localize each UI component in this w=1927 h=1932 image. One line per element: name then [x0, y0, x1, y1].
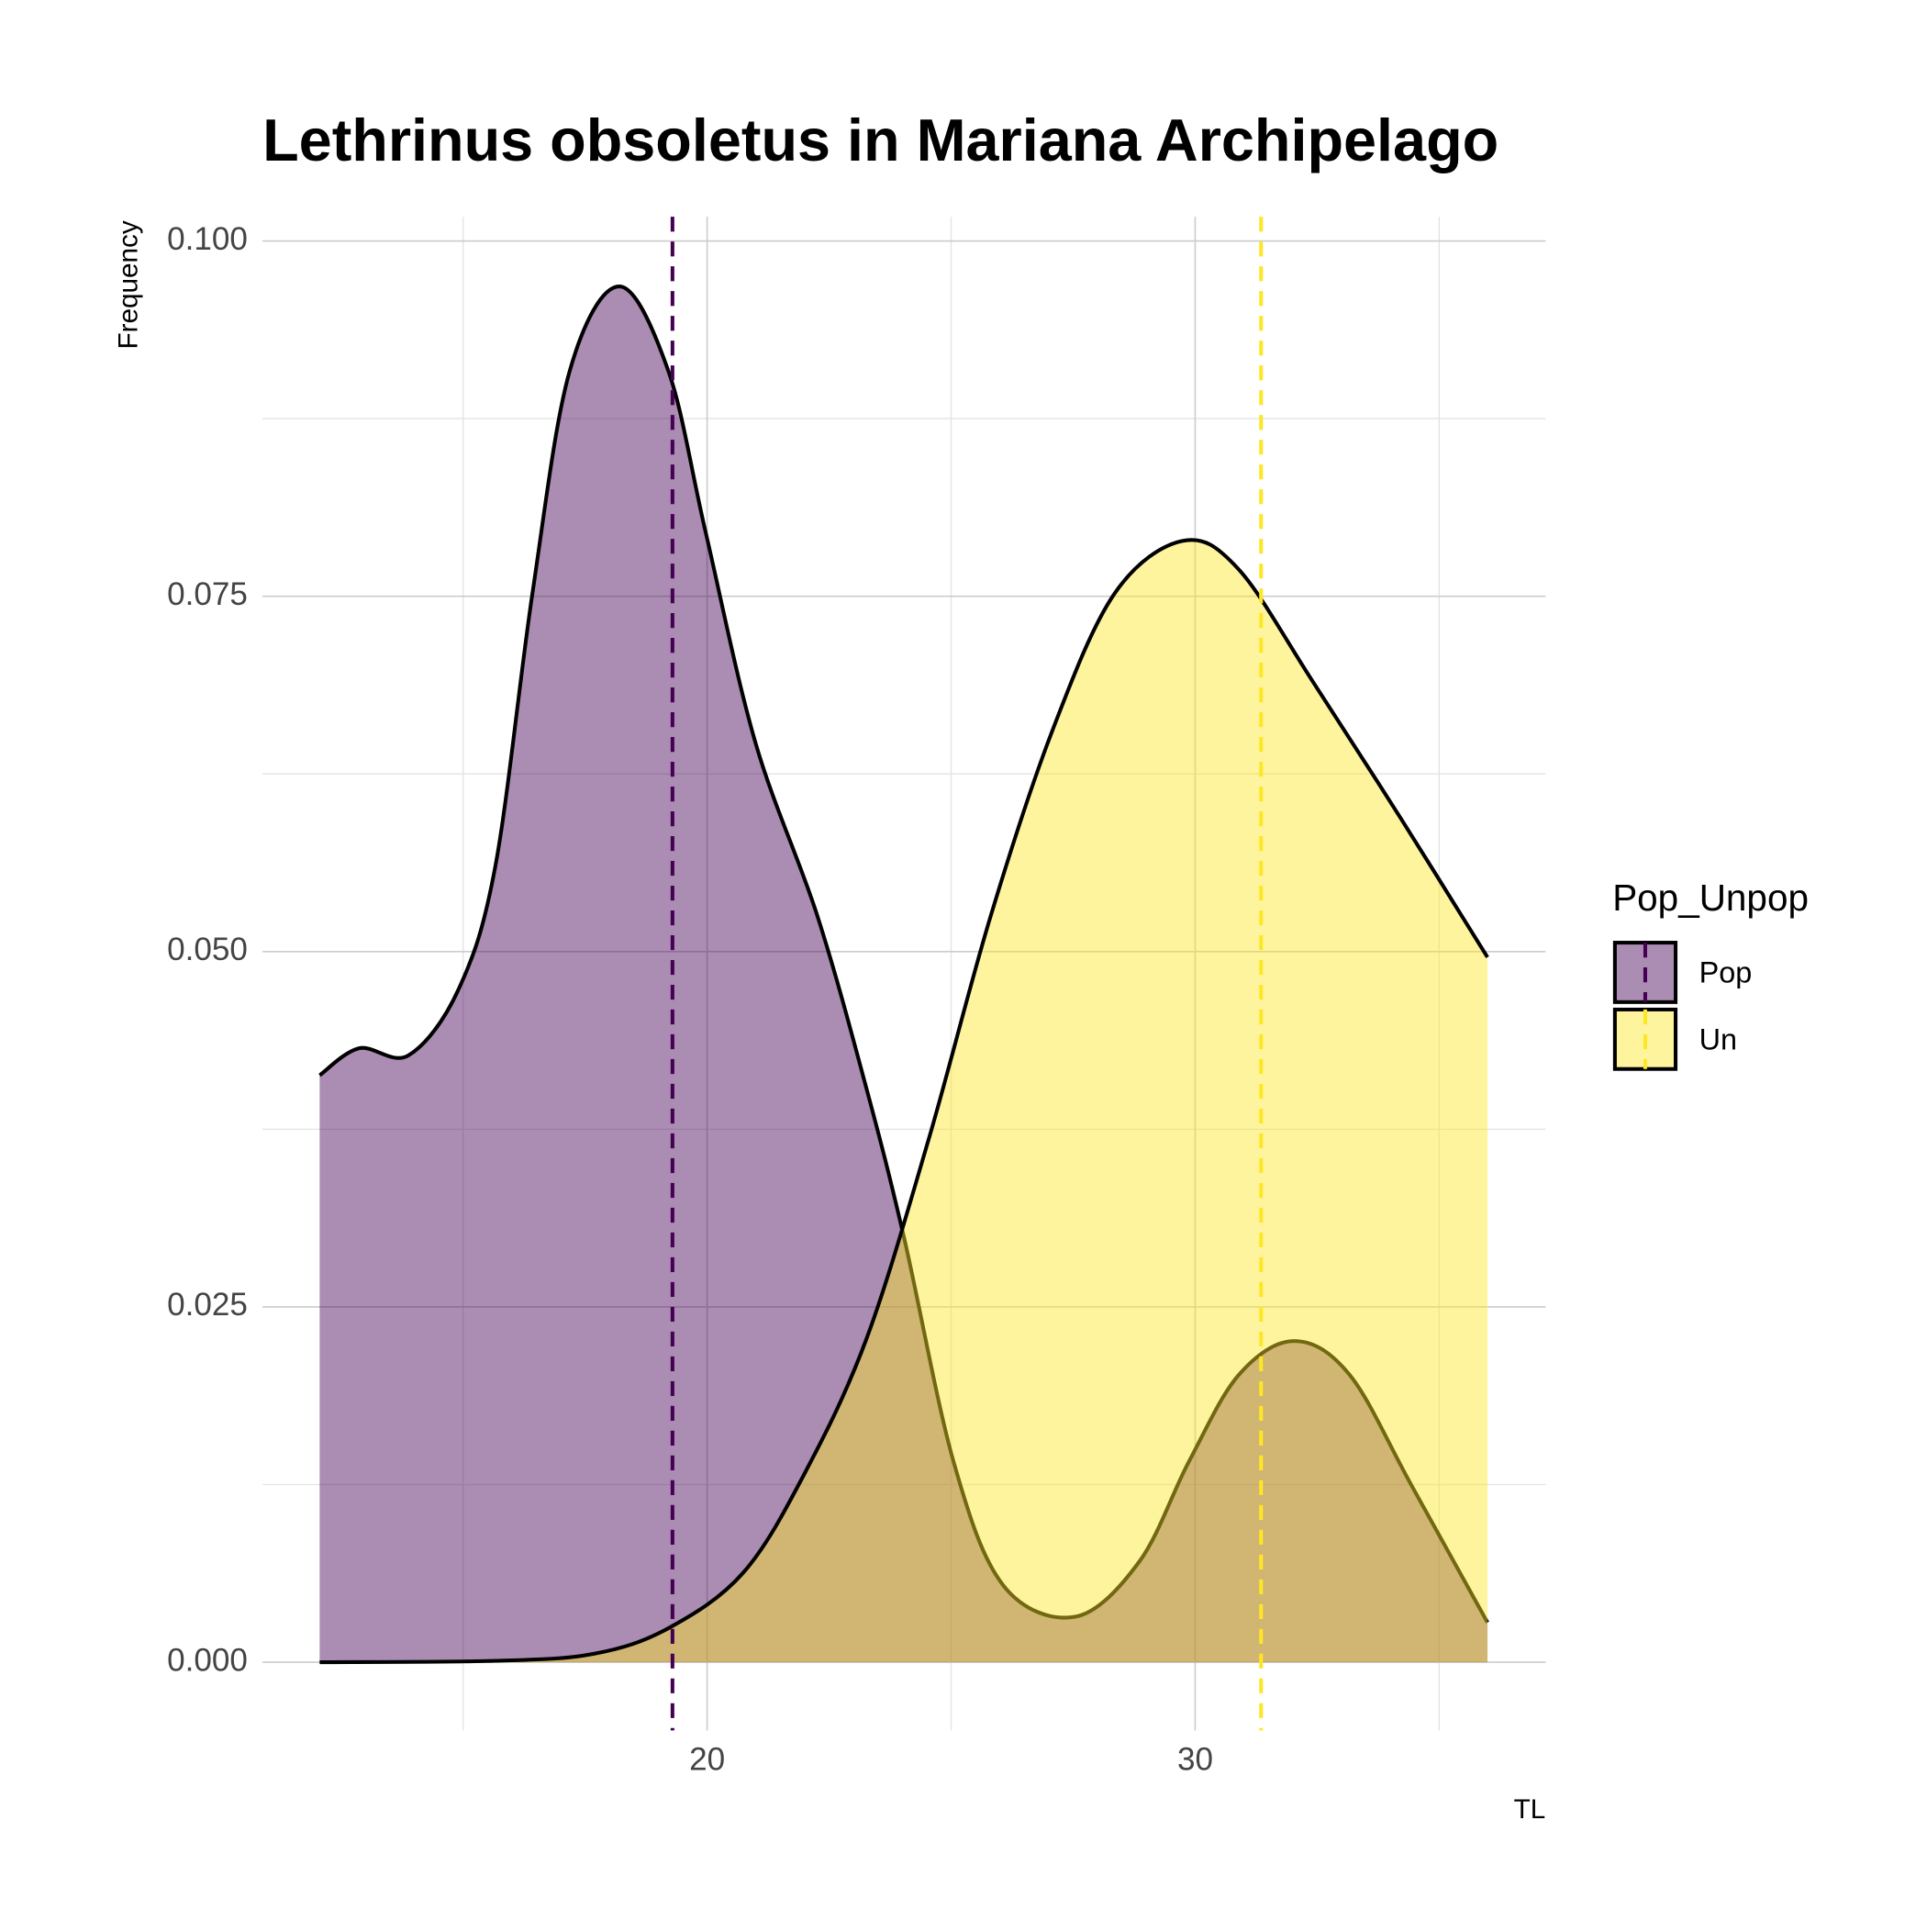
- legend-title: Pop_Unpop: [1612, 877, 1809, 919]
- y-tick-label: 0.000: [167, 1642, 248, 1678]
- chart-title: Lethrinus obsoletus in Mariana Archipela…: [262, 106, 1498, 173]
- density-area: [319, 540, 1488, 1663]
- density-line: [319, 538, 1489, 1665]
- y-tick-label: 0.100: [167, 221, 248, 257]
- density-line: [318, 285, 1489, 1624]
- x-axis-label: TL: [1514, 1794, 1546, 1825]
- legend-label: Pop: [1699, 956, 1753, 989]
- legend-label: Un: [1699, 1023, 1737, 1056]
- x-tick-label: 20: [689, 1741, 725, 1777]
- y-tick-label: 0.075: [167, 576, 248, 612]
- x-tick-label: 30: [1177, 1741, 1213, 1777]
- y-tick-label: 0.050: [167, 932, 248, 967]
- y-tick-label: 0.025: [167, 1287, 248, 1323]
- density-area: [319, 286, 1488, 1663]
- y-axis-label: Frequency: [114, 220, 144, 349]
